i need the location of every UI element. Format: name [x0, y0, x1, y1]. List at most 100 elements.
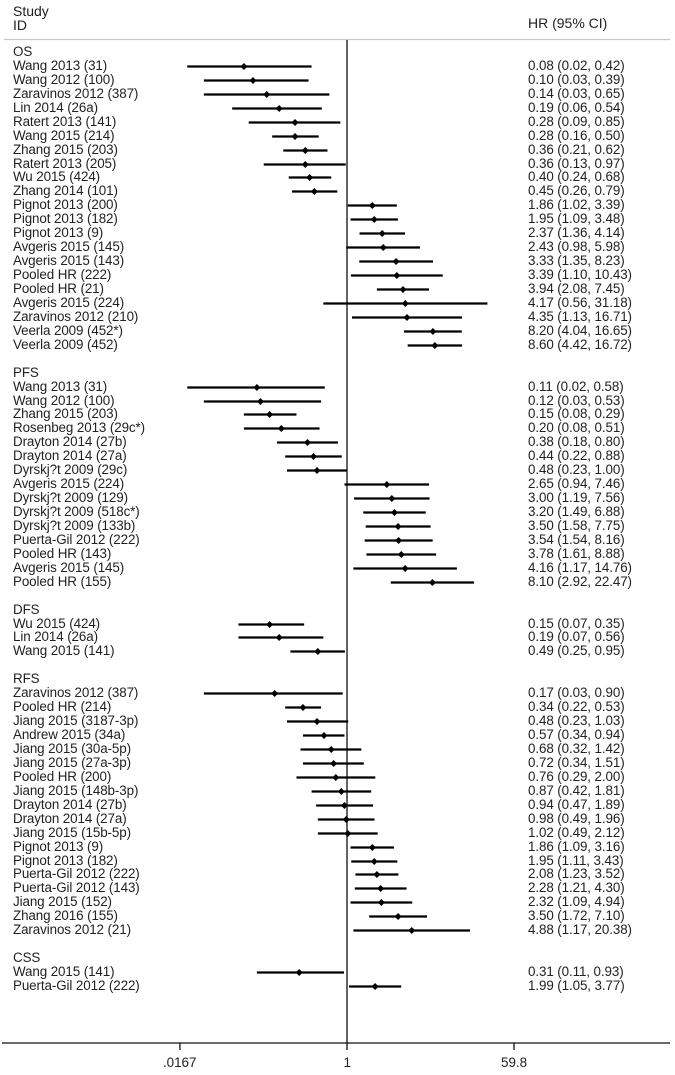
- point-estimate-marker: [299, 704, 307, 711]
- hr-ci-value: 1.95 (1.09, 3.48): [528, 211, 625, 227]
- point-estimate-marker: [368, 844, 376, 851]
- point-estimate-marker: [383, 481, 391, 488]
- hr-ci-value: 0.28 (0.16, 0.50): [528, 127, 625, 143]
- study-label: Drayton 2014 (27a): [13, 810, 127, 826]
- point-estimate-marker: [291, 119, 299, 126]
- point-estimate-marker: [429, 328, 437, 335]
- tick-label: 1: [343, 1055, 351, 1070]
- hr-ci-value: 4.88 (1.17, 20.38): [528, 922, 632, 938]
- study-label: Avgeris 2015 (224): [13, 294, 125, 310]
- point-estimate-marker: [394, 913, 402, 920]
- effect-column-header: HR (95% CI): [528, 15, 608, 31]
- study-label: Pooled HR (143): [13, 545, 112, 561]
- study-label: Pooled HR (200): [13, 768, 112, 784]
- group-label-dfs: DFS: [13, 601, 40, 617]
- hr-ci-value: 2.37 (1.36, 4.14): [528, 225, 625, 241]
- point-estimate-marker: [370, 858, 378, 865]
- point-estimate-marker: [263, 91, 271, 98]
- point-estimate-marker: [393, 272, 401, 279]
- study-label: Zhang 2016 (155): [13, 908, 118, 924]
- study-label: Dyrskj?t 2009 (29c): [13, 462, 128, 478]
- point-estimate-marker: [291, 133, 299, 140]
- hr-ci-value: 0.19 (0.06, 0.54): [528, 99, 625, 115]
- point-estimate-marker: [401, 565, 409, 572]
- hr-ci-value: 0.48 (0.23, 1.03): [528, 713, 625, 729]
- study-label: Wang 2013 (31): [13, 57, 108, 73]
- study-label: Jiang 2015 (152): [13, 894, 112, 910]
- point-estimate-marker: [314, 648, 322, 655]
- point-estimate-marker: [379, 244, 387, 251]
- point-estimate-marker: [330, 760, 338, 767]
- study-label: Drayton 2014 (27b): [13, 434, 127, 450]
- point-estimate-marker: [253, 384, 261, 391]
- point-estimate-marker: [370, 216, 378, 223]
- point-estimate-marker: [256, 398, 264, 405]
- study-label: Pooled HR (21): [13, 280, 104, 296]
- study-label: Pignot 2013 (182): [13, 211, 118, 227]
- point-estimate-marker: [378, 230, 386, 237]
- study-label: Ratert 2013 (205): [13, 155, 117, 171]
- hr-ci-value: 0.38 (0.18, 0.80): [528, 434, 625, 450]
- hr-ci-value: 0.68 (0.32, 1.42): [528, 741, 625, 756]
- study-label: Drayton 2014 (27b): [13, 796, 127, 812]
- hr-ci-value: 0.72 (0.34, 1.51): [528, 754, 625, 770]
- hr-ci-value: 1.02 (0.49, 2.12): [528, 824, 625, 840]
- study-label: Ratert 2013 (141): [13, 113, 117, 129]
- point-estimate-marker: [271, 690, 279, 697]
- point-estimate-marker: [377, 899, 385, 906]
- study-label: Puerta-Gil 2012 (222): [13, 531, 140, 547]
- hr-ci-value: 4.35 (1.13, 16.71): [528, 308, 632, 324]
- hr-ci-value: 0.40 (0.24, 0.68): [528, 169, 625, 185]
- study-label: Jiang 2015 (3187-3p): [13, 713, 139, 729]
- study-label: Wu 2015 (424): [13, 169, 101, 185]
- study-label: Zaravinos 2012 (21): [13, 922, 131, 938]
- study-label: Wang 2013 (31): [13, 378, 108, 394]
- point-estimate-marker: [342, 816, 350, 823]
- hr-ci-value: 0.36 (0.21, 0.62): [528, 141, 625, 157]
- point-estimate-marker: [344, 830, 352, 837]
- hr-ci-value: 0.15 (0.07, 0.35): [528, 615, 625, 631]
- study-label: Pignot 2013 (200): [13, 197, 118, 213]
- point-estimate-marker: [306, 174, 314, 181]
- hr-ci-value: 0.48 (0.23, 1.00): [528, 462, 625, 478]
- hr-ci-value: 0.45 (0.26, 0.79): [528, 183, 625, 199]
- study-label: Jiang 2015 (148b-3p): [13, 782, 139, 798]
- hr-ci-value: 3.00 (1.19, 7.56): [528, 490, 625, 506]
- study-label: Avgeris 2015 (143): [13, 253, 125, 269]
- study-label: Veerla 2009 (452): [13, 336, 118, 352]
- hr-ci-value: 1.99 (1.05, 3.77): [528, 977, 625, 993]
- point-estimate-marker: [313, 467, 321, 474]
- group-label-rfs: RFS: [13, 671, 40, 687]
- study-label: Puerta-Gil 2012 (222): [13, 977, 140, 993]
- hr-ci-value: 3.50 (1.72, 7.10): [528, 908, 625, 924]
- group-label-css: CSS: [13, 950, 41, 966]
- point-estimate-marker: [395, 537, 403, 544]
- point-estimate-marker: [249, 77, 257, 84]
- id-column-header: ID: [13, 17, 27, 33]
- hr-ci-value: 0.94 (0.47, 1.89): [528, 796, 625, 812]
- point-estimate-marker: [332, 774, 340, 781]
- point-estimate-marker: [240, 63, 248, 70]
- study-label: Wang 2012 (100): [13, 392, 115, 408]
- study-label: Jiang 2015 (30a-5p): [13, 741, 131, 756]
- study-label: Pignot 2013 (9): [13, 225, 104, 241]
- study-label: Zaravinos 2012 (387): [13, 685, 139, 701]
- hr-ci-value: 2.32 (1.09, 4.94): [528, 894, 625, 910]
- point-estimate-marker: [295, 969, 303, 976]
- study-label: Pooled HR (155): [13, 573, 112, 589]
- study-label: Zhang 2015 (203): [13, 406, 118, 422]
- hr-ci-value: 3.50 (1.58, 7.75): [528, 517, 625, 533]
- study-label: Puerta-Gil 2012 (143): [13, 880, 140, 896]
- study-label: Lin 2014 (26a): [13, 99, 98, 115]
- study-label: Dyrskj?t 2009 (129): [13, 490, 128, 506]
- hr-ci-value: 3.39 (1.10, 10.43): [528, 267, 632, 283]
- point-estimate-marker: [397, 551, 405, 558]
- study-label: Zhang 2015 (203): [13, 141, 118, 157]
- point-estimate-marker: [408, 927, 416, 934]
- hr-ci-value: 2.43 (0.98, 5.98): [528, 239, 625, 255]
- point-estimate-marker: [304, 439, 312, 446]
- study-label: Andrew 2015 (34a): [13, 727, 126, 743]
- tick-label: .0167: [162, 1055, 197, 1070]
- hr-ci-value: 0.31 (0.11, 0.93): [528, 964, 624, 980]
- hr-ci-value: 2.08 (1.23, 3.52): [528, 866, 625, 882]
